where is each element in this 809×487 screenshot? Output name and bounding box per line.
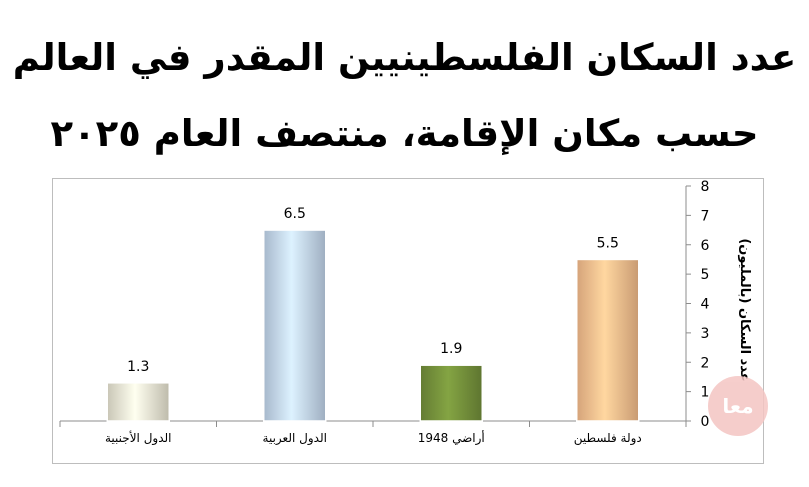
y-tick-label: 4 <box>701 297 710 313</box>
y-tick-label: 3 <box>701 326 710 342</box>
bar <box>419 364 483 422</box>
x-category-label: دولة فلسطين <box>574 431 642 446</box>
watermark-logo: معا <box>708 376 768 436</box>
y-tick-label: 5 <box>701 267 710 283</box>
y-tick-label: 8 <box>701 179 710 195</box>
y-tick-label: 2 <box>701 355 710 371</box>
x-category-label: أراضي 1948 <box>418 430 485 446</box>
bar-value-label: 1.9 <box>440 341 462 357</box>
chart-title-line-1: عدد السكان الفلسطينيين المقدر في العالم <box>12 36 797 79</box>
chart-title-line-2: حسب مكان الإقامة، منتصف العام ٢٠٢٥ <box>50 112 759 155</box>
bar-value-label: 1.3 <box>127 359 149 375</box>
bar <box>263 229 327 422</box>
bar-value-label: 5.5 <box>597 235 619 251</box>
bar-value-label: 6.5 <box>284 206 306 222</box>
bar <box>106 382 170 422</box>
y-tick-label: 0 <box>701 414 710 430</box>
y-tick-label: 1 <box>701 385 710 401</box>
bar <box>576 258 640 422</box>
y-tick-label: 7 <box>701 208 710 224</box>
x-category-label: الدول الأجنبية <box>105 430 172 446</box>
watermark-logo-text: معا <box>722 394 754 418</box>
y-tick-label: 6 <box>701 238 710 254</box>
x-category-label: الدول العربية <box>263 431 327 446</box>
y-axis-title: عدد السكان (بالمليون) <box>737 238 752 381</box>
chart-frame <box>52 178 764 464</box>
